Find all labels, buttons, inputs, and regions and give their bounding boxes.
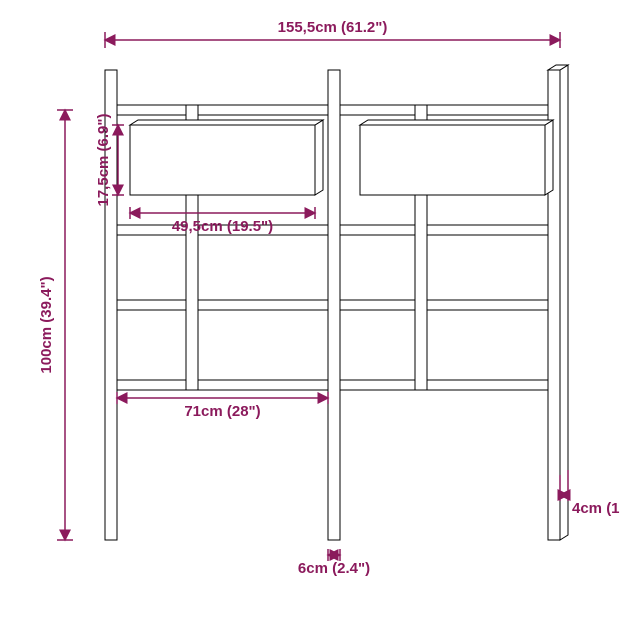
dim-panel-width: 49,5cm (19.5") bbox=[172, 218, 273, 235]
dim-post-depth: 4cm (1.6") bbox=[572, 500, 620, 517]
dim-inner-width: 71cm (28") bbox=[184, 403, 260, 420]
headboard-dimension-diagram: 155,5cm (61.2") 100cm (39.4") 17,5cm (6.9"… bbox=[0, 0, 620, 620]
dim-width-top: 155,5cm (61.2") bbox=[278, 19, 388, 36]
dim-panel-height: 17,5cm (6.9") bbox=[95, 113, 112, 206]
dim-height-left: 100cm (39.4") bbox=[38, 276, 55, 373]
dim-post-width: 6cm (2.4") bbox=[298, 560, 370, 577]
